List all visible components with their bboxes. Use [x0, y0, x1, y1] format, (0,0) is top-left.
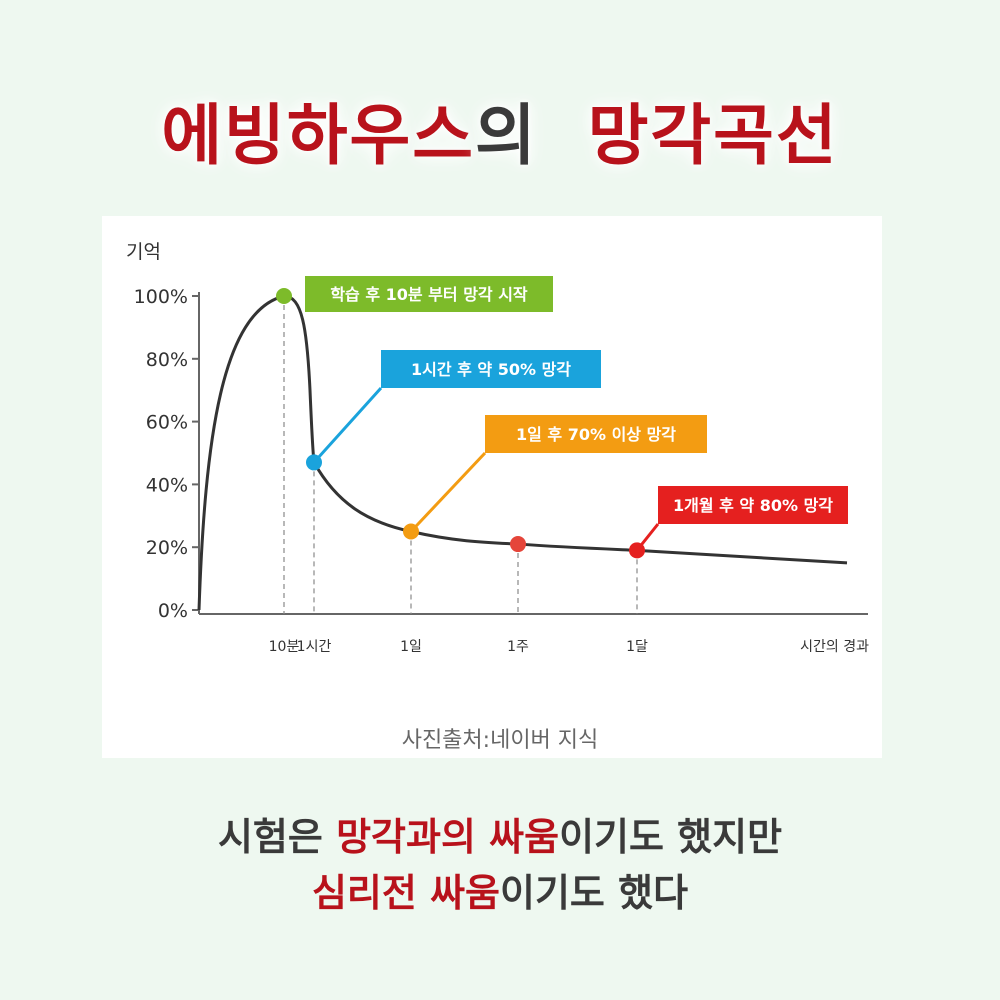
curve-marker — [276, 288, 292, 304]
caption-line-2: 심리전 싸움이기도 했다 — [0, 862, 1000, 917]
curve-markers — [276, 288, 645, 559]
caption-2b: 이기도 했다 — [500, 871, 689, 915]
annotation-connectors — [312, 386, 660, 552]
annotation-box — [485, 415, 707, 453]
title-part1: 에빙하우스 — [161, 97, 475, 174]
caption-1a: 시험은 — [217, 815, 337, 859]
x-axis-label: 시간의 경과 — [800, 639, 869, 655]
caption-2a: 심리전 싸움 — [311, 871, 500, 915]
y-tick-label: 40% — [146, 474, 188, 496]
annotation-box — [658, 486, 848, 524]
x-tick-label: 10분 — [269, 639, 300, 655]
drop-lines — [283, 296, 638, 614]
annotation-connector — [409, 451, 487, 533]
image-source: 사진출처:네이버 지식 — [401, 728, 599, 753]
title-part3: 망각곡선 — [587, 97, 839, 174]
x-tick-label: 1시간 — [297, 639, 332, 655]
annotation-box — [305, 276, 553, 312]
annotation-label: 1일 후 70% 이상 망각 — [516, 425, 676, 444]
caption-line-1: 시험은 망각과의 싸움이기도 했지만 — [0, 806, 1000, 861]
y-axis-label: 기억 — [126, 241, 161, 263]
x-tick-label: 1주 — [507, 639, 529, 655]
annotation-label: 학습 후 10분 부터 망각 시작 — [330, 285, 528, 304]
annotation-connector — [312, 386, 383, 464]
page-title: 에빙하우스의 망각곡선 — [0, 82, 1000, 178]
curve-marker — [629, 542, 645, 559]
y-ticks: 100% 80% 60% 40% 20% 0% — [134, 286, 199, 622]
y-tick-label: 0% — [158, 600, 188, 622]
curve-marker — [510, 536, 526, 553]
caption-1c: 이기도 했지만 — [559, 815, 783, 859]
y-tick-label: 20% — [146, 537, 188, 559]
annotation-box — [381, 350, 601, 388]
y-tick-label: 80% — [146, 349, 188, 371]
x-tick-label: 1달 — [626, 639, 648, 655]
curve-marker — [306, 454, 322, 471]
x-tick-label: 1일 — [400, 639, 422, 655]
title-part2: 의 — [475, 97, 538, 174]
annotation-label: 1시간 후 약 50% 망각 — [411, 360, 571, 379]
caption-1b: 망각과의 싸움 — [336, 815, 560, 859]
chart-panel: 기억 100% 80% 60% 40% 20% 0% 10분 1시간 1일 1주 1달 시간의 경… — [102, 216, 882, 758]
y-tick-label: 100% — [134, 286, 188, 308]
annotations: 학습 후 10분 부터 망각 시작 1시간 후 약 50% 망각 1일 후 70% … — [305, 276, 848, 524]
y-tick-label: 60% — [146, 412, 188, 434]
curve-marker — [403, 523, 419, 540]
annotation-label: 1개월 후 약 80% 망각 — [673, 496, 833, 515]
